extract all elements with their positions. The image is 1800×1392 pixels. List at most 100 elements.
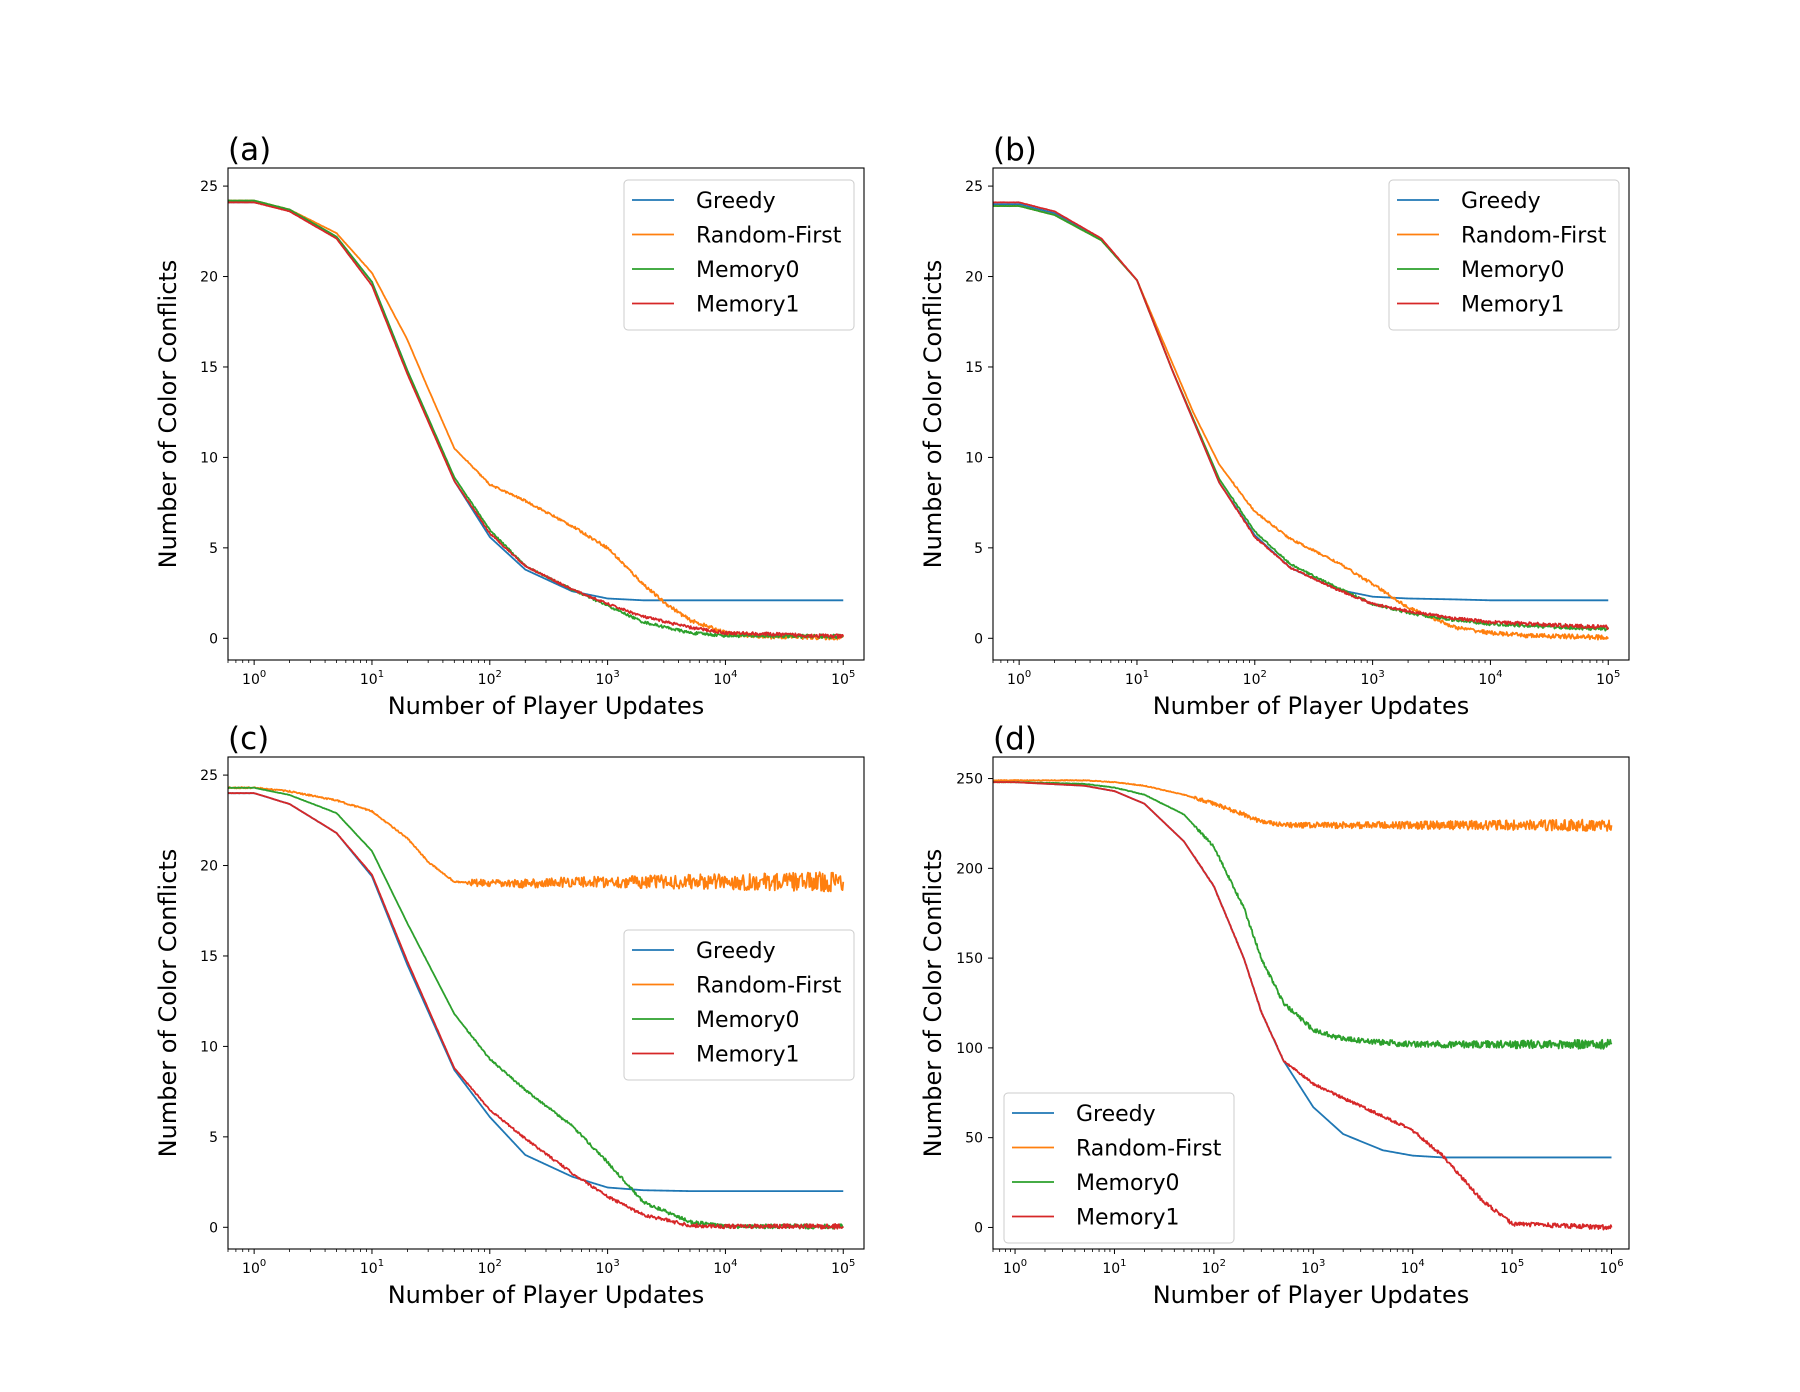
legend-label-memory0: Memory0 <box>1461 258 1564 283</box>
legend-box <box>1003 1092 1235 1244</box>
x-axis-label: Number of Player Updates <box>388 1281 705 1309</box>
series-line-memory1 <box>993 781 1613 1231</box>
y-tick-label: 20 <box>200 270 218 286</box>
series-line-memory1 <box>228 792 844 1230</box>
series-line-memory1 <box>228 201 845 639</box>
x-tick-label: 100 <box>1003 1258 1027 1277</box>
y-tick-label: 200 <box>956 861 983 877</box>
legend-label-greedy: Greedy <box>696 189 776 214</box>
legend-label-memory0: Memory0 <box>696 1008 799 1033</box>
y-tick-label: 0 <box>974 1220 983 1236</box>
y-tick-label: 150 <box>956 951 983 967</box>
y-tick-label: 0 <box>209 631 218 647</box>
x-tick-label: 103 <box>1301 1258 1325 1277</box>
legend-label-memory0: Memory0 <box>696 258 799 283</box>
y-tick-label: 5 <box>209 541 218 557</box>
x-tick-label: 102 <box>478 669 502 688</box>
panel-label-a: (a) <box>228 132 271 168</box>
legend-label-random-first: Random-First <box>1076 1137 1222 1162</box>
x-tick-label: 103 <box>596 1258 620 1277</box>
y-tick-label: 20 <box>965 270 983 286</box>
x-tick-label: 100 <box>1007 669 1031 688</box>
legend-label-memory1: Memory1 <box>1076 1206 1179 1231</box>
y-tick-label: 50 <box>965 1131 983 1147</box>
panel-label-d: (d) <box>993 721 1037 757</box>
x-tick-label: 105 <box>831 669 855 688</box>
series-line-memory0 <box>993 780 1613 1050</box>
x-tick-label: 105 <box>1500 1258 1524 1277</box>
y-tick-label: 100 <box>956 1041 983 1057</box>
legend-label-random-first: Random-First <box>1461 224 1607 249</box>
legend: Greedy Random-First Memory0 Memory1 <box>623 179 855 331</box>
y-tick-label: 0 <box>974 631 983 647</box>
y-tick-label: 20 <box>200 859 218 875</box>
legend: Greedy Random-First Memory0 Memory1 <box>1003 1092 1235 1244</box>
panel-a: (a) 0 5 10 15 20 25 100 101 102 103 104 105 Number of… <box>154 132 865 720</box>
panel-label-b: (b) <box>993 132 1037 168</box>
y-tick-label: 10 <box>965 450 983 466</box>
legend-label-greedy: Greedy <box>1461 189 1541 214</box>
y-tick-label: 25 <box>200 179 218 195</box>
y-tick-label: 25 <box>200 768 218 784</box>
y-tick-label: 15 <box>200 949 218 965</box>
plot-frame <box>992 756 1630 1250</box>
series-line-memory1 <box>993 201 1610 631</box>
legend-label-random-first: Random-First <box>696 974 842 999</box>
x-tick-label: 102 <box>1243 669 1267 688</box>
series-line-random-first <box>228 786 845 893</box>
panel-b: (b) 0 5 10 15 20 25 100 101 102 103 104 105 Number of… <box>919 132 1630 720</box>
legend-label-random-first: Random-First <box>696 224 842 249</box>
series-group-c <box>228 786 845 1230</box>
x-tick-label: 100 <box>242 1258 266 1277</box>
panel-label-c: (c) <box>228 721 269 757</box>
panel-d: (d) 0 50 100 150 200 250 100 101 102 103 104 105 106 N… <box>919 721 1630 1309</box>
legend-box <box>623 929 855 1081</box>
x-tick-label: 105 <box>1596 669 1620 688</box>
panel-c: (c) 0 5 10 15 20 25 100 101 102 103 104 105 Number of… <box>154 721 865 1309</box>
series-group-a <box>228 199 845 641</box>
y-tick-label: 15 <box>965 360 983 376</box>
x-tick-label: 105 <box>831 1258 855 1277</box>
legend-label-greedy: Greedy <box>1076 1102 1156 1127</box>
legend: Greedy Random-First Memory0 Memory1 <box>1388 179 1620 331</box>
x-tick-label: 100 <box>242 669 266 688</box>
x-tick-label: 101 <box>1125 669 1149 688</box>
series-line-memory0 <box>993 204 1610 632</box>
x-tick-label: 104 <box>713 1258 737 1277</box>
y-axis-label: Number of Color Conflicts <box>919 849 947 1158</box>
x-tick-label: 106 <box>1599 1258 1623 1277</box>
x-tick-label: 104 <box>1478 669 1502 688</box>
x-tick-label: 102 <box>1202 1258 1226 1277</box>
y-tick-label: 0 <box>209 1220 218 1236</box>
legend-label-memory0: Memory0 <box>1076 1171 1179 1196</box>
legend-box <box>1388 179 1620 331</box>
legend-label-memory1: Memory1 <box>696 293 799 318</box>
y-tick-label: 250 <box>956 772 983 788</box>
y-tick-label: 10 <box>200 450 218 466</box>
x-axis-label: Number of Player Updates <box>388 692 705 720</box>
y-tick-label: 5 <box>974 541 983 557</box>
x-tick-label: 101 <box>360 669 384 688</box>
y-tick-label: 25 <box>965 179 983 195</box>
y-tick-label: 15 <box>200 360 218 376</box>
x-tick-label: 104 <box>1401 1258 1425 1277</box>
x-tick-label: 101 <box>360 1258 384 1277</box>
series-line-random-first <box>993 779 1613 832</box>
legend-label-greedy: Greedy <box>696 939 776 964</box>
x-axis-label: Number of Player Updates <box>1153 1281 1470 1309</box>
legend-label-memory1: Memory1 <box>1461 293 1564 318</box>
x-tick-label: 101 <box>1102 1258 1126 1277</box>
legend-label-memory1: Memory1 <box>696 1043 799 1068</box>
y-tick-label: 5 <box>209 1130 218 1146</box>
series-group-d <box>993 779 1613 1231</box>
y-axis-label: Number of Color Conflicts <box>919 260 947 569</box>
y-tick-label: 10 <box>200 1039 218 1055</box>
x-tick-label: 103 <box>1361 669 1385 688</box>
y-axis-label: Number of Color Conflicts <box>154 849 182 1158</box>
x-tick-label: 103 <box>596 669 620 688</box>
legend: Greedy Random-First Memory0 Memory1 <box>623 929 855 1081</box>
legend-box <box>623 179 855 331</box>
x-tick-label: 104 <box>713 669 737 688</box>
x-axis-label: Number of Player Updates <box>1153 692 1470 720</box>
